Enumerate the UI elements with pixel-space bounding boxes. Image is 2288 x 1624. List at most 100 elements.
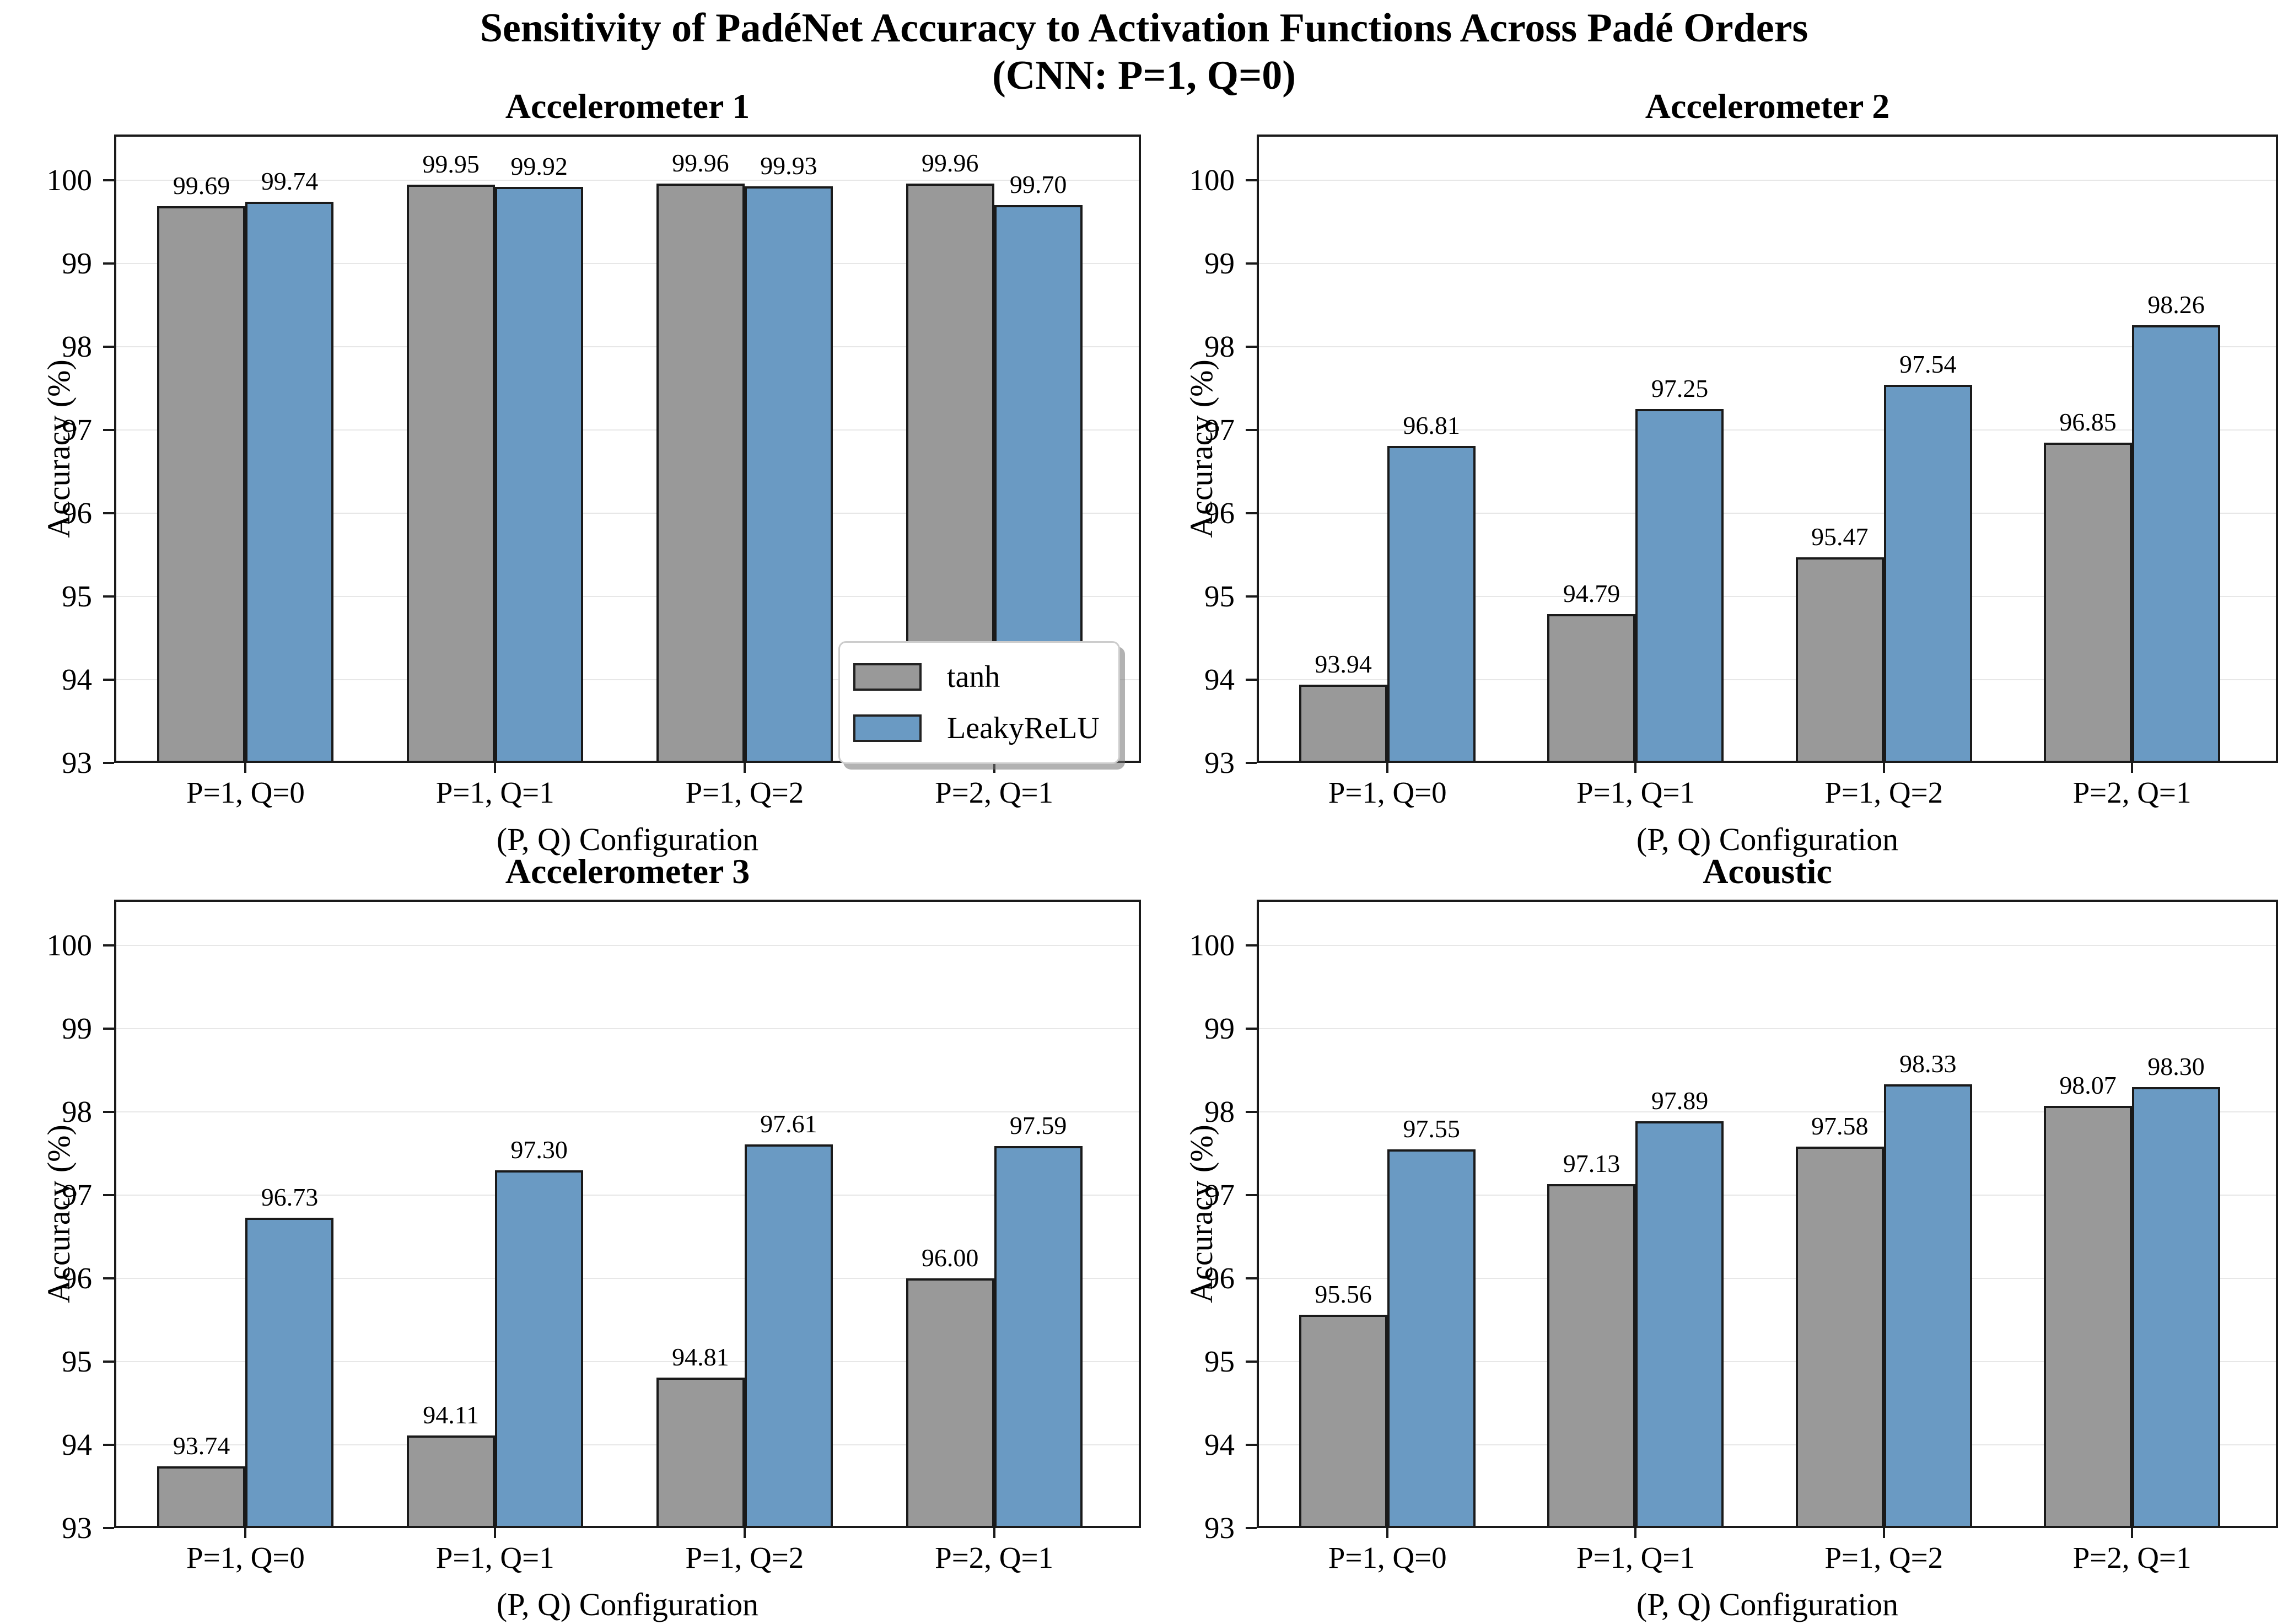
bar-leakyrelu — [1635, 409, 1724, 763]
y-tick-label: 93 — [1204, 746, 1235, 779]
gridline — [116, 1195, 1139, 1196]
x-tick — [2131, 763, 2134, 773]
x-tick — [494, 1528, 497, 1538]
gridline — [1259, 429, 2276, 431]
y-tick — [1246, 762, 1257, 764]
x-tick — [244, 1528, 247, 1538]
gridline — [1259, 1028, 2276, 1030]
y-tick-label: 99 — [62, 1012, 92, 1046]
y-tick — [103, 762, 114, 764]
y-tick-label: 95 — [62, 1345, 92, 1378]
bar-leakyrelu — [495, 187, 584, 763]
bar-value-label: 95.56 — [1315, 1280, 1372, 1309]
y-tick — [1246, 512, 1257, 515]
bar-leakyrelu — [1387, 1149, 1476, 1528]
y-tick — [1246, 1194, 1257, 1197]
bar-tanh — [1547, 614, 1636, 763]
bar-leakyrelu — [1387, 445, 1476, 763]
gridline — [116, 1361, 1139, 1362]
bar-leakyrelu — [744, 1144, 833, 1528]
y-tick-label: 100 — [1189, 163, 1235, 197]
bar-leakyrelu — [1883, 385, 1972, 763]
y-tick — [1246, 595, 1257, 598]
y-tick-label: 100 — [1189, 928, 1235, 962]
gridline — [116, 513, 1139, 514]
y-tick — [1246, 1360, 1257, 1363]
bar-value-label: 96.81 — [1403, 411, 1460, 439]
x-tick-label: P=1, Q=2 — [1824, 776, 1944, 809]
y-tick — [1246, 346, 1257, 348]
x-axis-label: (P, Q) Configuration — [496, 821, 759, 857]
figure-title-line1: Sensitivity of PadéNet Accuracy to Activ… — [480, 6, 1808, 51]
bar-value-label: 99.96 — [921, 149, 979, 178]
gridline — [116, 429, 1139, 431]
bar-leakyrelu — [1883, 1084, 1972, 1528]
bar-leakyrelu — [1635, 1121, 1724, 1528]
bar-tanh — [157, 206, 246, 763]
bar-value-label: 93.94 — [1315, 650, 1372, 679]
y-tick — [103, 595, 114, 598]
gridline — [1259, 1361, 2276, 1362]
subplot-accelerometer-2: Accelerometer 2 (P, Q) Configuration Acc… — [1183, 87, 2278, 857]
x-tick-label: P=1, Q=1 — [1576, 776, 1695, 809]
subplot-title: Acoustic — [1703, 852, 1832, 891]
y-tick-label: 100 — [46, 928, 93, 962]
gridline — [1259, 1111, 2276, 1113]
y-tick-label: 93 — [1204, 1511, 1235, 1545]
bar-value-label: 98.33 — [1899, 1050, 1957, 1078]
y-tick-label: 97 — [1204, 1178, 1235, 1212]
gridline — [116, 1278, 1139, 1279]
gridline — [1259, 180, 2276, 181]
y-tick-label: 95 — [1204, 1345, 1235, 1378]
bar-value-label: 99.74 — [261, 167, 319, 196]
x-tick — [743, 1528, 746, 1538]
bar-leakyrelu — [744, 186, 833, 763]
x-tick-label: P=1, Q=2 — [1824, 1541, 1944, 1574]
bar-value-label: 94.79 — [1563, 579, 1621, 607]
x-tick-label: P=2, Q=1 — [2072, 1541, 2192, 1574]
gridline — [1259, 1195, 2276, 1196]
bar-tanh — [2044, 442, 2133, 763]
x-tick — [2131, 1528, 2134, 1538]
bar-tanh — [1299, 685, 1388, 763]
y-tick — [1246, 179, 1257, 182]
y-tick — [103, 1111, 114, 1114]
gridline — [1259, 679, 2276, 680]
gridline — [116, 679, 1139, 680]
y-tick-label: 93 — [62, 1511, 92, 1545]
x-tick-label: P=1, Q=2 — [685, 776, 804, 809]
x-tick-label: P=2, Q=1 — [2072, 776, 2192, 809]
y-tick-label: 98 — [1204, 1095, 1235, 1129]
y-tick-label: 98 — [62, 330, 92, 364]
gridline — [116, 1028, 1139, 1030]
bar-leakyrelu — [495, 1170, 584, 1528]
legend-item-tanh: tanh — [853, 660, 1118, 693]
bar-value-label: 98.07 — [2059, 1071, 2117, 1100]
gridline — [116, 263, 1139, 265]
y-tick — [103, 1527, 114, 1529]
bar-leakyrelu — [245, 202, 334, 763]
x-tick — [1882, 1528, 1885, 1538]
bar-value-label: 99.93 — [760, 151, 817, 180]
x-tick-label: P=1, Q=1 — [1576, 1541, 1695, 1574]
legend-swatch-tanh — [853, 663, 922, 691]
bar-value-label: 97.13 — [1563, 1149, 1621, 1178]
y-tick-label: 99 — [1204, 1012, 1235, 1046]
x-tick-label: P=1, Q=0 — [186, 1541, 305, 1574]
x-tick-label: P=1, Q=1 — [435, 1541, 554, 1574]
gridline — [1259, 945, 2276, 947]
gridline — [116, 596, 1139, 597]
bar-tanh — [656, 1377, 745, 1528]
gridline — [1259, 1278, 2276, 1279]
bar-tanh — [1299, 1315, 1388, 1528]
x-tick-label: P=1, Q=0 — [1328, 776, 1447, 809]
bar-value-label: 98.30 — [2147, 1052, 2205, 1080]
legend-label-tanh: tanh — [947, 660, 1000, 695]
x-tick — [244, 763, 247, 773]
subplot-title: Accelerometer 3 — [505, 852, 750, 891]
bar-tanh — [2044, 1106, 2133, 1528]
legend-swatch-leakyrelu — [853, 714, 922, 742]
y-tick-label: 95 — [1204, 579, 1235, 613]
bar-value-label: 96.00 — [921, 1244, 979, 1272]
y-tick — [103, 429, 114, 432]
